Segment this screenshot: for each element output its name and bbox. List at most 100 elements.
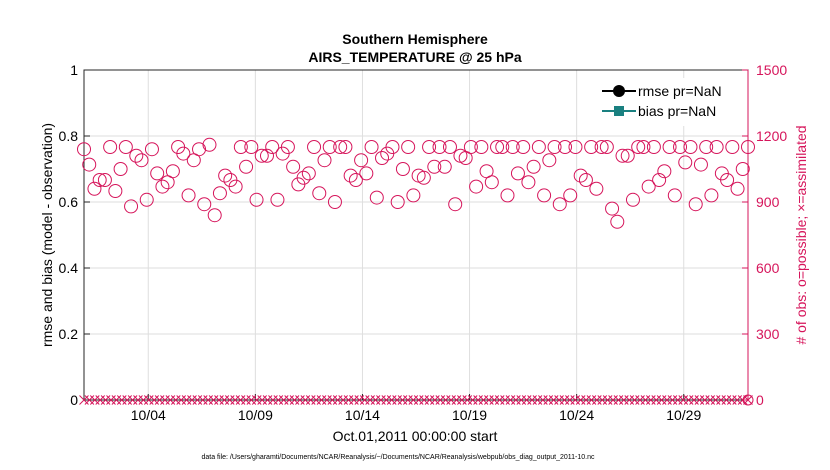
x-tick-label: 10/14	[345, 407, 380, 423]
left-tick-label: 0.4	[59, 260, 79, 276]
possible-point	[568, 140, 583, 154]
possible-point	[432, 140, 447, 154]
possible-point	[484, 175, 499, 190]
possible-point	[526, 159, 541, 174]
possible-point	[322, 140, 337, 154]
possible-point	[192, 142, 207, 157]
right-tick-label: 0	[756, 392, 764, 408]
x-tick-label: 10/24	[559, 407, 594, 423]
possible-point	[280, 140, 295, 154]
possible-point	[437, 159, 452, 174]
possible-point	[359, 166, 374, 181]
possible-point	[531, 140, 546, 154]
x-axis: 10/04 10/09 10/14 10/19 10/24 10/29	[131, 394, 701, 423]
possible-point	[667, 188, 682, 203]
possible-point	[657, 164, 672, 179]
possible-point	[97, 173, 112, 187]
possible-point	[521, 175, 536, 190]
possible-point	[364, 140, 379, 154]
left-tick-label: 1	[70, 62, 78, 78]
possible-point	[442, 140, 457, 154]
possible-point	[165, 164, 180, 179]
legend-bias-marker	[614, 106, 624, 116]
possible-point	[558, 140, 573, 154]
possible-point	[615, 148, 630, 163]
legend-rmse-marker	[613, 85, 625, 97]
footer-data-file: data file: /Users/gharamti/Documents/NCA…	[201, 454, 595, 461]
possible-point	[427, 159, 442, 174]
possible-point	[348, 173, 363, 187]
possible-point	[416, 170, 431, 185]
x-axis-label: Oct.01,2011 00:00:00 start	[333, 428, 498, 444]
possible-point	[333, 140, 348, 154]
possible-point	[720, 173, 735, 187]
possible-point	[510, 166, 525, 181]
possible-point	[155, 179, 170, 194]
possible-point	[239, 159, 254, 174]
possible-point	[610, 214, 625, 229]
legend: rmse pr=NaN bias pr=NaN	[592, 78, 732, 126]
assimilated-point	[743, 395, 753, 405]
possible-point	[207, 208, 222, 223]
possible-point	[181, 188, 196, 203]
possible-point	[563, 188, 578, 203]
possible-point	[573, 168, 588, 183]
possible-point	[537, 188, 552, 203]
possible-point	[254, 148, 269, 163]
possible-point	[725, 140, 740, 154]
left-tick-label: 0.2	[59, 326, 79, 342]
possible-point	[662, 140, 677, 154]
possible-point-end	[742, 394, 754, 406]
possible-point	[448, 197, 463, 212]
possible-point	[584, 140, 599, 154]
right-tick-label: 1200	[756, 128, 787, 144]
possible-point	[652, 173, 667, 187]
possible-point	[265, 140, 280, 154]
possible-point	[144, 142, 159, 157]
left-tick-label: 0.6	[59, 194, 79, 210]
possible-point	[735, 162, 750, 176]
possible-point	[296, 170, 311, 185]
possible-point	[77, 142, 91, 157]
possible-point	[688, 197, 703, 212]
possible-point	[317, 153, 332, 168]
possible-point	[730, 181, 745, 196]
possible-point	[124, 199, 139, 214]
right-tick-label: 600	[756, 260, 780, 276]
possible-point	[599, 140, 614, 154]
possible-point	[678, 155, 693, 170]
right-tick-label: 900	[756, 194, 780, 210]
possible-point	[620, 148, 635, 163]
possible-point	[87, 181, 102, 196]
y-axis-label-right: # of obs: o=possible; ×=assimilated	[793, 125, 809, 344]
possible-point	[390, 195, 405, 209]
series-possible	[77, 137, 755, 229]
x-tick-label: 10/19	[452, 407, 487, 423]
possible-point	[228, 179, 243, 194]
possible-point	[589, 181, 604, 196]
possible-point	[82, 157, 97, 172]
x-tick-label: 10/04	[131, 407, 166, 423]
grid	[84, 70, 748, 400]
possible-point	[369, 190, 384, 205]
right-tick-label: 300	[756, 326, 780, 342]
possible-point	[636, 140, 651, 154]
possible-point	[401, 140, 416, 154]
legend-box	[592, 78, 732, 126]
possible-point	[673, 140, 688, 154]
possible-point	[139, 192, 154, 207]
possible-point	[103, 140, 118, 154]
possible-point	[197, 197, 212, 212]
possible-point	[646, 140, 661, 154]
legend-bias-label: bias pr=NaN	[638, 103, 716, 119]
possible-point	[259, 148, 274, 163]
possible-point	[218, 168, 233, 183]
possible-point	[249, 192, 264, 207]
possible-point	[113, 162, 128, 176]
right-tick-label: 1500	[756, 62, 787, 78]
left-tick-label: 0	[70, 392, 78, 408]
possible-point	[301, 166, 316, 181]
possible-point	[500, 188, 515, 203]
x-tick-label: 10/29	[666, 407, 701, 423]
possible-point	[286, 159, 301, 174]
